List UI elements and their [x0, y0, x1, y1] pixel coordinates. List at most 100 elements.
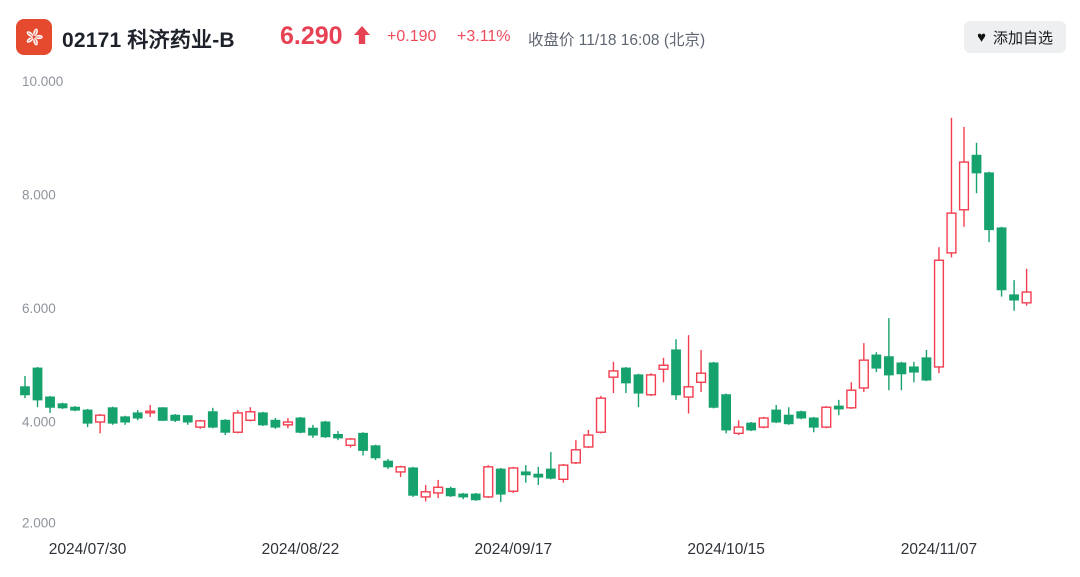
y-axis-tick-label: 4.000 [22, 415, 56, 430]
candle [984, 171, 994, 243]
x-axis-date-label: 2024/11/07 [901, 541, 977, 558]
candle [295, 416, 306, 434]
candle [20, 376, 30, 399]
candle [996, 226, 1007, 297]
candle [833, 399, 844, 416]
candle [721, 393, 732, 434]
candle [458, 492, 469, 500]
candle [1021, 268, 1032, 306]
candle [645, 373, 657, 396]
candle [846, 382, 857, 409]
candle [370, 444, 381, 461]
candle [232, 410, 243, 434]
candle [483, 465, 494, 499]
candle [508, 466, 519, 493]
candle [282, 418, 294, 429]
candle [495, 467, 506, 503]
candle [170, 414, 181, 422]
candle [871, 352, 882, 373]
candle [808, 416, 819, 433]
candle [558, 463, 569, 483]
last-price: 6.290 [280, 22, 343, 50]
candle [132, 410, 143, 421]
candle [583, 429, 594, 449]
candle [733, 420, 744, 436]
candle [909, 361, 919, 383]
candle [933, 247, 945, 374]
candle [207, 407, 218, 429]
candle [333, 431, 343, 441]
candle [32, 366, 43, 408]
y-axis-tick-label: 8.000 [22, 188, 56, 203]
candle [621, 366, 631, 394]
candle [958, 126, 970, 227]
candle [570, 440, 581, 464]
candle [746, 422, 757, 432]
candle [758, 416, 769, 429]
hk-stock-icon [16, 19, 52, 55]
x-axis-date-label: 2024/09/17 [474, 541, 552, 558]
candle [608, 361, 619, 394]
candle [320, 420, 331, 438]
candle [971, 142, 982, 194]
quote-header: 02171 科济药业-B 6.290 +0.190 +3.11% 收盘价 11/… [0, 0, 1080, 64]
y-axis-tick-label: 2.000 [22, 516, 56, 531]
candle [82, 408, 93, 428]
candle [595, 395, 607, 434]
add-to-watchlist-button[interactable]: ♥ 添加自选 [964, 21, 1066, 53]
candle [633, 373, 644, 408]
candle [520, 465, 531, 483]
candle [433, 479, 444, 499]
candle [695, 349, 707, 392]
candle [157, 407, 168, 421]
candle [145, 404, 156, 417]
candle [408, 466, 419, 497]
candle [445, 486, 456, 497]
candle [545, 452, 556, 480]
candle [257, 411, 268, 426]
candle [120, 415, 131, 425]
candle [533, 466, 544, 485]
price-up-arrow-icon [354, 26, 370, 44]
x-axis-date-label: 2024/07/30 [49, 541, 127, 558]
candle [383, 458, 393, 470]
candle [671, 339, 681, 400]
candle [95, 414, 106, 434]
y-axis-tick-label: 6.000 [22, 301, 56, 316]
candle [308, 424, 318, 438]
candle [220, 419, 231, 436]
candle [946, 117, 957, 258]
candle [358, 432, 368, 456]
add-to-watchlist-label: 添加自选 [992, 29, 1053, 47]
candle [708, 361, 719, 409]
price-change: +0.190 [387, 28, 437, 45]
candle [883, 318, 894, 391]
candle [57, 402, 68, 409]
candle [270, 418, 281, 429]
candle [921, 349, 932, 382]
candle [395, 465, 406, 478]
heart-icon: ♥ [977, 28, 986, 46]
price-change-percent: +3.11% [457, 28, 511, 45]
candle [1009, 280, 1019, 311]
candle [70, 406, 80, 412]
x-axis-date-label: 2024/10/15 [687, 541, 765, 558]
stock-code-and-name: 02171 科济药业-B [62, 29, 235, 52]
candle [245, 407, 256, 422]
candle [195, 419, 206, 429]
candle [420, 484, 431, 502]
candle [45, 395, 55, 413]
bauhinia-flower-icon [26, 28, 43, 46]
close-price-timestamp: 收盘价 11/18 16:08 (北京) [528, 32, 706, 49]
candle [858, 343, 869, 392]
candle [683, 335, 694, 414]
candle [796, 410, 807, 420]
candle [771, 404, 782, 424]
candle [821, 406, 832, 429]
candle [896, 361, 907, 391]
candle [182, 415, 193, 425]
candle [107, 406, 118, 425]
candle [658, 357, 669, 383]
